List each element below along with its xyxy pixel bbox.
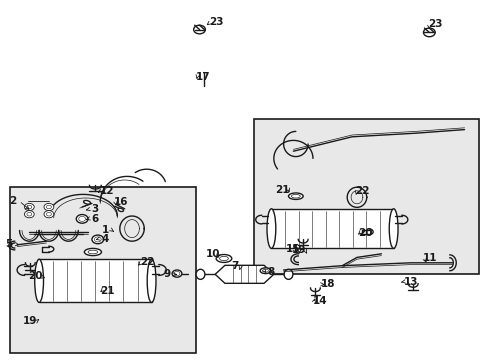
Ellipse shape	[291, 194, 300, 198]
Circle shape	[92, 235, 103, 244]
Circle shape	[94, 237, 101, 242]
Ellipse shape	[260, 268, 270, 274]
Text: 16: 16	[114, 197, 128, 207]
Text: 11: 11	[422, 253, 437, 264]
Ellipse shape	[35, 259, 43, 302]
Circle shape	[46, 205, 51, 209]
Ellipse shape	[388, 209, 397, 248]
Text: 3: 3	[92, 204, 99, 214]
Bar	[39, 259, 151, 302]
Ellipse shape	[83, 201, 90, 204]
Polygon shape	[215, 265, 273, 283]
Text: 9: 9	[163, 269, 170, 279]
Text: 4: 4	[101, 234, 109, 244]
Circle shape	[76, 215, 88, 223]
Ellipse shape	[88, 250, 98, 254]
Ellipse shape	[262, 269, 268, 272]
Bar	[271, 209, 393, 248]
Text: 21: 21	[275, 185, 289, 195]
Circle shape	[27, 205, 32, 209]
Circle shape	[24, 203, 34, 211]
Text: 14: 14	[312, 296, 327, 306]
Text: 19: 19	[23, 316, 38, 327]
Text: 5: 5	[5, 239, 12, 249]
Circle shape	[24, 211, 34, 218]
Text: 7: 7	[230, 261, 238, 271]
Text: 22: 22	[355, 186, 369, 196]
Text: 10: 10	[205, 249, 220, 259]
Ellipse shape	[147, 259, 156, 302]
Text: 19: 19	[291, 245, 306, 255]
Circle shape	[44, 211, 54, 218]
Text: 21: 21	[100, 286, 115, 296]
Text: 2: 2	[10, 196, 17, 206]
Ellipse shape	[219, 256, 228, 261]
Ellipse shape	[284, 269, 292, 279]
Ellipse shape	[118, 208, 123, 212]
Circle shape	[174, 271, 180, 276]
Bar	[10, 187, 195, 353]
Text: 8: 8	[267, 267, 274, 277]
Text: 22: 22	[140, 257, 155, 267]
Text: 20: 20	[28, 271, 42, 282]
Circle shape	[423, 28, 434, 37]
Ellipse shape	[266, 209, 275, 248]
Text: 6: 6	[92, 213, 99, 224]
Ellipse shape	[288, 193, 303, 199]
Ellipse shape	[216, 255, 231, 262]
Circle shape	[193, 25, 205, 34]
Text: 13: 13	[403, 276, 417, 287]
Circle shape	[27, 212, 32, 216]
Circle shape	[46, 212, 51, 216]
Text: 23: 23	[427, 19, 442, 30]
Ellipse shape	[84, 248, 102, 256]
Text: 20: 20	[358, 228, 372, 238]
Circle shape	[44, 203, 54, 211]
Circle shape	[172, 270, 182, 277]
Text: 18: 18	[320, 279, 334, 289]
Text: 23: 23	[208, 17, 223, 27]
Text: 12: 12	[99, 186, 114, 196]
Text: 17: 17	[195, 72, 210, 82]
Bar	[254, 119, 478, 274]
Text: 1: 1	[102, 225, 108, 235]
Circle shape	[79, 216, 85, 221]
Text: 15: 15	[285, 244, 300, 255]
Ellipse shape	[196, 269, 204, 279]
